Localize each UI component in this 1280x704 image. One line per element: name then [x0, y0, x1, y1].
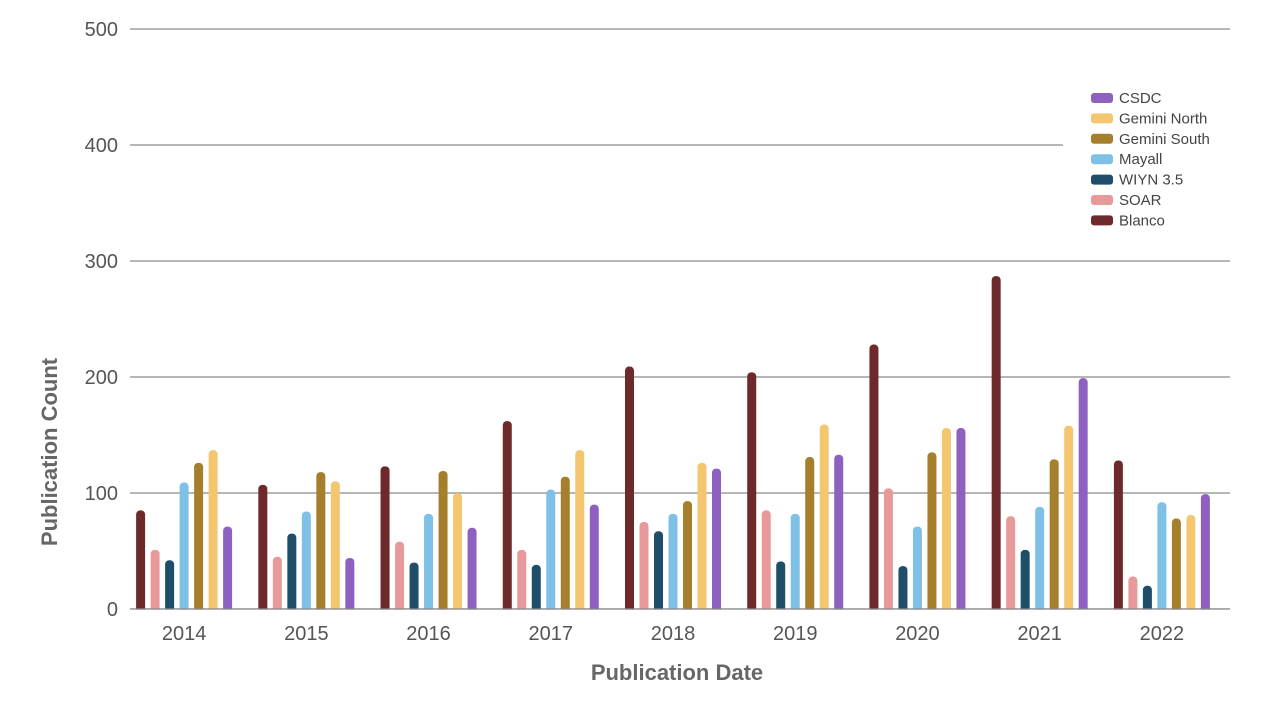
legend-swatch: [1091, 113, 1113, 124]
legend-label: Gemini South: [1119, 131, 1210, 148]
bar: [712, 468, 721, 613]
bar: [1200, 494, 1210, 613]
y-tick-label: 0: [107, 599, 118, 621]
legend-label: Mayall: [1119, 151, 1162, 168]
legend-label: SOAR: [1119, 192, 1162, 209]
bar: [912, 526, 922, 613]
x-tick-label: 2020: [895, 623, 940, 645]
bar: [1020, 549, 1030, 613]
bar: [805, 457, 815, 613]
bar: [1035, 506, 1045, 613]
bar: [1006, 516, 1016, 613]
bar: [683, 501, 692, 613]
bar: [467, 527, 477, 613]
bar: [575, 450, 585, 613]
bar: [223, 526, 233, 613]
bar: [345, 557, 355, 613]
bar: [898, 566, 908, 613]
bar: [136, 510, 146, 613]
bar: [438, 470, 448, 613]
legend-label: Blanco: [1119, 212, 1165, 229]
bar: [301, 511, 311, 613]
legend-swatch: [1091, 154, 1113, 165]
bar: [1186, 515, 1196, 613]
bar: [258, 484, 268, 613]
y-axis-ticks: 0 100 200 300 400 500: [85, 19, 118, 621]
y-tick-label: 500: [85, 19, 118, 41]
bar: [668, 513, 678, 613]
bar: [819, 424, 829, 613]
x-tick-label: 2014: [162, 623, 207, 645]
bar: [395, 541, 405, 613]
bar: [1157, 502, 1167, 613]
bar: [179, 482, 189, 613]
legend-swatch: [1091, 174, 1113, 185]
bar: [502, 421, 512, 613]
legend-swatch: [1091, 215, 1113, 226]
bar: [380, 466, 390, 613]
bar: [639, 522, 649, 613]
bar: [589, 504, 599, 613]
y-tick-label: 100: [85, 483, 118, 505]
bar: [1064, 425, 1074, 613]
bar: [531, 564, 541, 613]
bar: [272, 556, 282, 613]
bar: [991, 276, 1001, 613]
bar: [1128, 576, 1138, 613]
bar: [790, 513, 800, 613]
bar: [194, 462, 204, 613]
bar: [1171, 518, 1181, 613]
bars: [130, 276, 1230, 616]
bar: [150, 549, 160, 613]
x-tick-label: 2015: [284, 623, 329, 645]
bar: [883, 488, 893, 613]
x-tick-label: 2017: [529, 623, 574, 645]
bar: [165, 560, 175, 613]
bar: [834, 454, 844, 613]
bar: [956, 428, 966, 613]
bar: [453, 493, 463, 613]
bar: [330, 481, 340, 613]
bar: [697, 462, 707, 613]
legend-swatch: [1091, 195, 1113, 205]
bar: [869, 344, 879, 613]
bar: [560, 476, 570, 613]
y-axis-title: Publication Count: [37, 357, 62, 546]
y-tick-label: 400: [85, 135, 118, 157]
bar: [409, 562, 419, 613]
bar: [287, 533, 297, 613]
bar: [1049, 459, 1059, 613]
bar: [747, 372, 757, 613]
legend-label: Gemini North: [1119, 110, 1207, 127]
y-tick-label: 300: [85, 251, 118, 273]
bar: [208, 450, 218, 613]
bar: [654, 531, 663, 613]
bar: [761, 510, 771, 613]
bar: [941, 428, 951, 613]
x-tick-label: 2022: [1140, 623, 1185, 645]
bar: [1142, 585, 1152, 613]
bar: [517, 549, 527, 613]
bar: [546, 489, 556, 613]
bar: [316, 472, 326, 613]
x-tick-label: 2018: [651, 623, 696, 645]
y-tick-label: 200: [85, 367, 118, 389]
bar: [1113, 460, 1123, 613]
x-tick-label: 2019: [773, 623, 818, 645]
legend-label: CSDC: [1119, 90, 1162, 107]
bar: [1078, 378, 1088, 613]
legend-swatch: [1091, 93, 1113, 103]
legend: CSDC Gemini North Gemini South Mayall WIYN 3…: [1091, 90, 1210, 229]
x-axis-title: Publication Date: [591, 660, 763, 685]
bar: [927, 452, 937, 613]
x-axis-ticks: 2014 2015 2016 2017 2018 2019 2020 2021 2022: [162, 623, 1184, 645]
legend-label: WIYN 3.5: [1119, 172, 1183, 189]
bar: [625, 366, 634, 613]
bar: [424, 513, 434, 613]
x-tick-label: 2016: [406, 623, 451, 645]
x-tick-label: 2021: [1017, 623, 1062, 645]
legend-swatch: [1091, 133, 1113, 144]
bar: [776, 561, 786, 613]
